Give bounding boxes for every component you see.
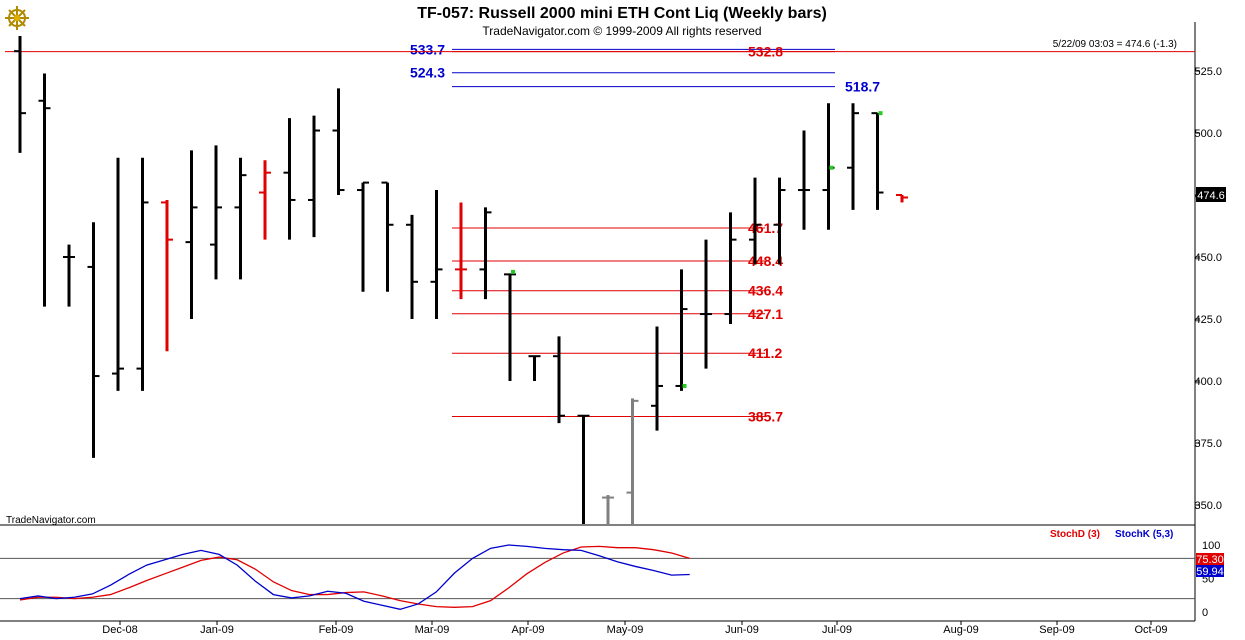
x-tick-label: May-09	[607, 624, 644, 636]
y-tick-label: 425.0	[1194, 314, 1222, 326]
x-tick-label: Jan-09	[200, 624, 234, 636]
x-tick-label: Dec-08	[102, 624, 137, 636]
signal-marker	[511, 269, 515, 274]
legend-stochd: StochD (3)	[1050, 529, 1100, 540]
ship-wheel-logo-icon	[5, 6, 29, 30]
price-bars	[14, 36, 908, 524]
x-tick-label: Feb-09	[319, 624, 354, 636]
stochastic-last-values: 75.30 59.94	[1196, 553, 1224, 578]
last-price-box: 474.6	[1196, 187, 1226, 202]
level-lines: 533.7 532.8 524.3 518.7 461.7 448.4 436.4 427.1…	[5, 41, 1195, 424]
x-tick-label: Jul-09	[822, 624, 852, 636]
chart-subtitle: TradeNavigator.com © 1999-2009 All right…	[482, 24, 761, 38]
x-axis: Dec-08 Jan-09 Feb-09 Mar-09 Apr-09 May-09 Jun-…	[102, 621, 1168, 636]
x-tick-label: Mar-09	[415, 624, 450, 636]
chart-title: TF-057: Russell 2000 mini ETH Cont Liq (…	[417, 5, 827, 22]
x-tick-label: Oct-09	[1134, 624, 1167, 636]
x-tick-label: Aug-09	[943, 624, 978, 636]
legend-stochk: StochK (5,3)	[1115, 529, 1173, 540]
x-tick-label: Apr-09	[511, 624, 544, 636]
last-price-box-bg	[1196, 187, 1226, 202]
level-label: 524.3	[410, 65, 445, 81]
quote-readout: 5/22/09 03:03 = 474.6 (-1.3)	[1053, 39, 1177, 50]
x-tick-label: Sep-09	[1039, 624, 1074, 636]
y-tick-label: 500.0	[1194, 128, 1222, 140]
y-tick-label: 350.0	[1194, 500, 1222, 512]
level-label: 448.4	[748, 253, 783, 269]
level-label: 436.4	[748, 283, 783, 299]
y-tick-label: 375.0	[1194, 438, 1222, 450]
signal-marker	[829, 165, 834, 170]
level-label: 385.7	[748, 408, 783, 424]
signal-marker	[682, 383, 687, 388]
y-tick-label: 400.0	[1194, 376, 1222, 388]
level-label: 532.8	[748, 44, 783, 60]
stochk-value-box	[1196, 565, 1224, 577]
stoch-line	[19, 545, 690, 608]
watermark: TradeNavigator.com	[6, 515, 96, 526]
y-tick-label: 450.0	[1194, 252, 1222, 264]
level-label: 411.2	[748, 345, 782, 361]
stoch-line	[19, 544, 690, 610]
stochk-value: 59.94	[1196, 566, 1224, 578]
last-price-label: 474.6	[1197, 190, 1225, 202]
level-label: 427.1	[748, 306, 783, 322]
stoch-y-label: 0	[1202, 607, 1208, 619]
level-label: 461.7	[748, 220, 783, 236]
stochd-value: 75.30	[1196, 554, 1224, 566]
stoch-y-label: 100	[1202, 540, 1220, 552]
stochd-value-box	[1196, 553, 1224, 565]
level-label: 533.7	[410, 41, 445, 57]
y-tick-label: 525.0	[1194, 66, 1222, 78]
x-tick-label: Jun-09	[725, 624, 759, 636]
frame	[0, 22, 1196, 622]
signal-marker	[878, 111, 883, 116]
level-label: 518.7	[845, 79, 880, 95]
